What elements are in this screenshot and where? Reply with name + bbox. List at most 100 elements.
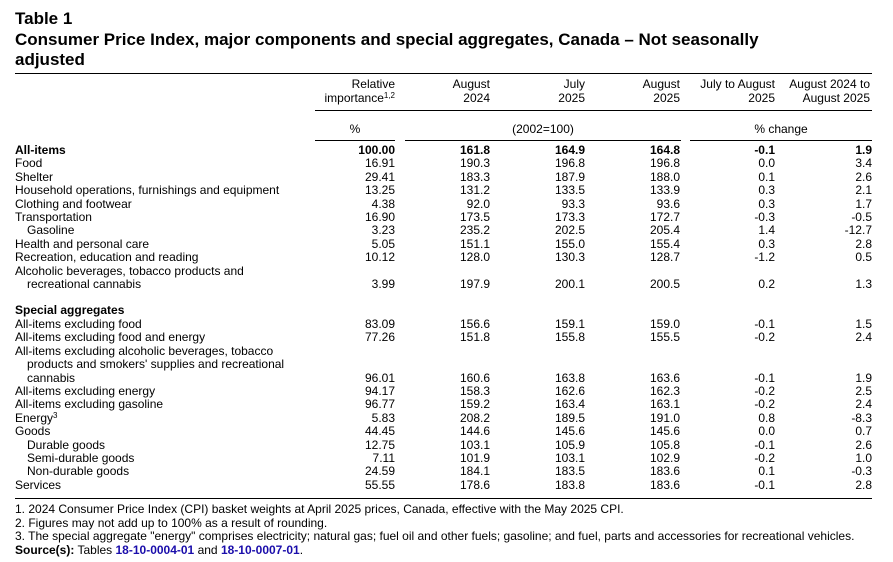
- cell-august-2025: 163.6: [649, 370, 680, 385]
- row-label: Clothing and footwear: [15, 196, 132, 211]
- row-label: All-items excluding gasoline: [15, 397, 164, 412]
- row-label: Non-durable goods: [27, 464, 130, 479]
- row-label: Durable goods: [27, 437, 106, 452]
- cell-relative-importance: 3.99: [371, 277, 395, 292]
- table-row: Durable goods 12.75 103.1 105.9 105.8 -0.1 2.6: [15, 437, 872, 452]
- row-label: All-items excluding energy: [15, 383, 156, 398]
- cell-august-2025: 183.6: [649, 477, 680, 492]
- table-link-18-10-0004-01[interactable]: 18-10-0004-01: [115, 542, 195, 557]
- cell-july-to-august-change: -0.1: [754, 143, 775, 157]
- cell-july-to-august-change: 0.1: [758, 464, 775, 479]
- cell-relative-importance: 55.55: [364, 477, 395, 492]
- cell-year-over-year-change: 2.8: [855, 477, 872, 492]
- row-label-cell: Food: [15, 157, 315, 170]
- cell-august-2025: 188.0: [649, 169, 680, 184]
- row-label-cell: Special aggregates: [15, 304, 315, 317]
- cell-july-2025: [490, 265, 585, 278]
- cell-july-2025: 133.5: [554, 183, 585, 198]
- source-label: Source(s):: [15, 542, 75, 557]
- row-label: Semi-durable goods: [27, 450, 135, 465]
- cell-august-2024: 159.2: [459, 397, 490, 412]
- unit-weight: %: [349, 122, 361, 136]
- cell-july-to-august-change: [680, 265, 775, 278]
- cell-august-2024: 183.3: [459, 169, 490, 184]
- cell-year-over-year-change: 3.4: [855, 156, 872, 171]
- cell-july-2025: 196.8: [554, 156, 585, 171]
- cell-relative-importance: 10.12: [364, 250, 395, 265]
- cell-year-over-year-change: 1.0: [855, 450, 872, 465]
- cell-august-2024: 151.8: [459, 330, 490, 345]
- cell-july-2025: 145.6: [554, 424, 585, 439]
- cell-relative-importance: [315, 345, 395, 358]
- cell-july-2025: 183.5: [554, 464, 585, 479]
- cell-august-2024: 92.0: [466, 196, 490, 211]
- row-label-cell: Goods: [15, 424, 315, 438]
- cell-relative-importance: [315, 358, 395, 371]
- cell-year-over-year-change: 1.9: [855, 370, 872, 385]
- row-label-cell: Non-durable goods: [15, 465, 315, 478]
- cell-august-2024: 156.6: [459, 316, 490, 331]
- table-row: Energy3 5.83 208.2 189.5 191.0 0.8 -8.3: [15, 410, 872, 425]
- footnote-2: 2. Figures may not add up to 100% as a r…: [15, 515, 328, 530]
- table-row: Alcoholic beverages, tobacco products an…: [15, 264, 872, 278]
- col-header-august-2024: August 2024: [452, 77, 490, 105]
- cell-august-2024: [395, 265, 490, 278]
- cell-july-to-august-change: -0.3: [754, 210, 775, 225]
- row-label-cell: Energy3: [15, 411, 315, 425]
- table-row: Food 16.91 190.3 196.8 196.8 0.0 3.4: [15, 156, 872, 171]
- source-suffix: .: [299, 542, 304, 557]
- col-header-year-over-year: August 2024 to August 2025: [789, 77, 870, 105]
- source-line: Source(s): Tables 18-10-0004-01 and 18-1…: [15, 542, 854, 558]
- col-header-relative-importance: Relative importance1,2: [324, 77, 396, 105]
- cell-july-to-august-change: -0.2: [754, 330, 775, 345]
- table-row: All-items excluding food 83.09 156.6 159.1 1…: [15, 316, 872, 331]
- cell-july-2025: 162.6: [554, 383, 585, 398]
- cell-august-2025: 183.6: [649, 464, 680, 479]
- row-label: Food: [15, 156, 43, 171]
- cell-august-2025: 145.6: [649, 424, 680, 439]
- row-label: recreational cannabis: [27, 277, 142, 292]
- cell-august-2025: 164.8: [649, 143, 680, 157]
- cell-august-2024: [395, 345, 490, 358]
- cell-july-to-august-change: 0.8: [758, 410, 775, 425]
- cell-august-2025: 172.7: [649, 210, 680, 225]
- cell-year-over-year-change: -0.3: [851, 464, 872, 479]
- cell-august-2025: 102.9: [649, 450, 680, 465]
- cell-year-over-year-change: 2.4: [855, 397, 872, 412]
- cell-august-2025: 191.0: [649, 410, 680, 425]
- row-label-cell: Services: [15, 477, 315, 492]
- cell-july-to-august-change: -0.2: [754, 450, 775, 465]
- row-label-cell: Health and personal care: [15, 236, 315, 251]
- cell-year-over-year-change: 1.5: [855, 316, 872, 331]
- table-row: Transportation 16.90 173.5 173.3 172.7 -0.3 -0…: [15, 210, 872, 225]
- table-link-18-10-0007-01[interactable]: 18-10-0007-01: [220, 542, 300, 557]
- cell-relative-importance: 5.83: [371, 410, 395, 425]
- cell-relative-importance: 16.91: [364, 156, 395, 171]
- cell-august-2024: 173.5: [459, 210, 490, 225]
- cell-august-2025: 159.0: [649, 316, 680, 331]
- table-row: Recreation, education and reading 10.12 12…: [15, 250, 872, 265]
- cell-year-over-year-change: [775, 265, 872, 278]
- rule-under-change: [690, 140, 872, 141]
- cell-july-to-august-change: 0.3: [758, 236, 775, 251]
- cell-july-to-august-change: [680, 358, 775, 371]
- cell-august-2025: 163.1: [649, 397, 680, 412]
- cell-august-2024: 184.1: [459, 464, 490, 479]
- cpi-data-table: All-items 100.00 161.8 164.9 164.8 -0.1 1.9 Foo…: [15, 143, 872, 492]
- row-label: Services: [15, 477, 62, 492]
- footnotes: 1. 2024 Consumer Price Index (CPI) baske…: [15, 502, 854, 558]
- table-title-line-2: adjusted: [15, 50, 85, 69]
- row-label: Health and personal care: [15, 236, 150, 251]
- row-label-cell: Durable goods: [15, 437, 315, 452]
- table-row: Clothing and footwear 4.38 92.0 93.3 93.6 0.3…: [15, 196, 872, 211]
- cell-july-2025: 103.1: [554, 450, 585, 465]
- cell-year-over-year-change: -8.3: [851, 410, 872, 425]
- cell-july-to-august-change: 0.0: [758, 156, 775, 171]
- cell-august-2025: 133.9: [649, 183, 680, 198]
- cell-august-2024: [395, 358, 490, 371]
- table-bottom-rule: [15, 498, 872, 499]
- cell-august-2025: 162.3: [649, 383, 680, 398]
- table-row: Gasoline 3.23 235.2 202.5 205.4 1.4 -12.7: [15, 224, 872, 238]
- cell-july-2025: 163.8: [554, 370, 585, 385]
- row-label: All-items excluding food: [15, 316, 142, 331]
